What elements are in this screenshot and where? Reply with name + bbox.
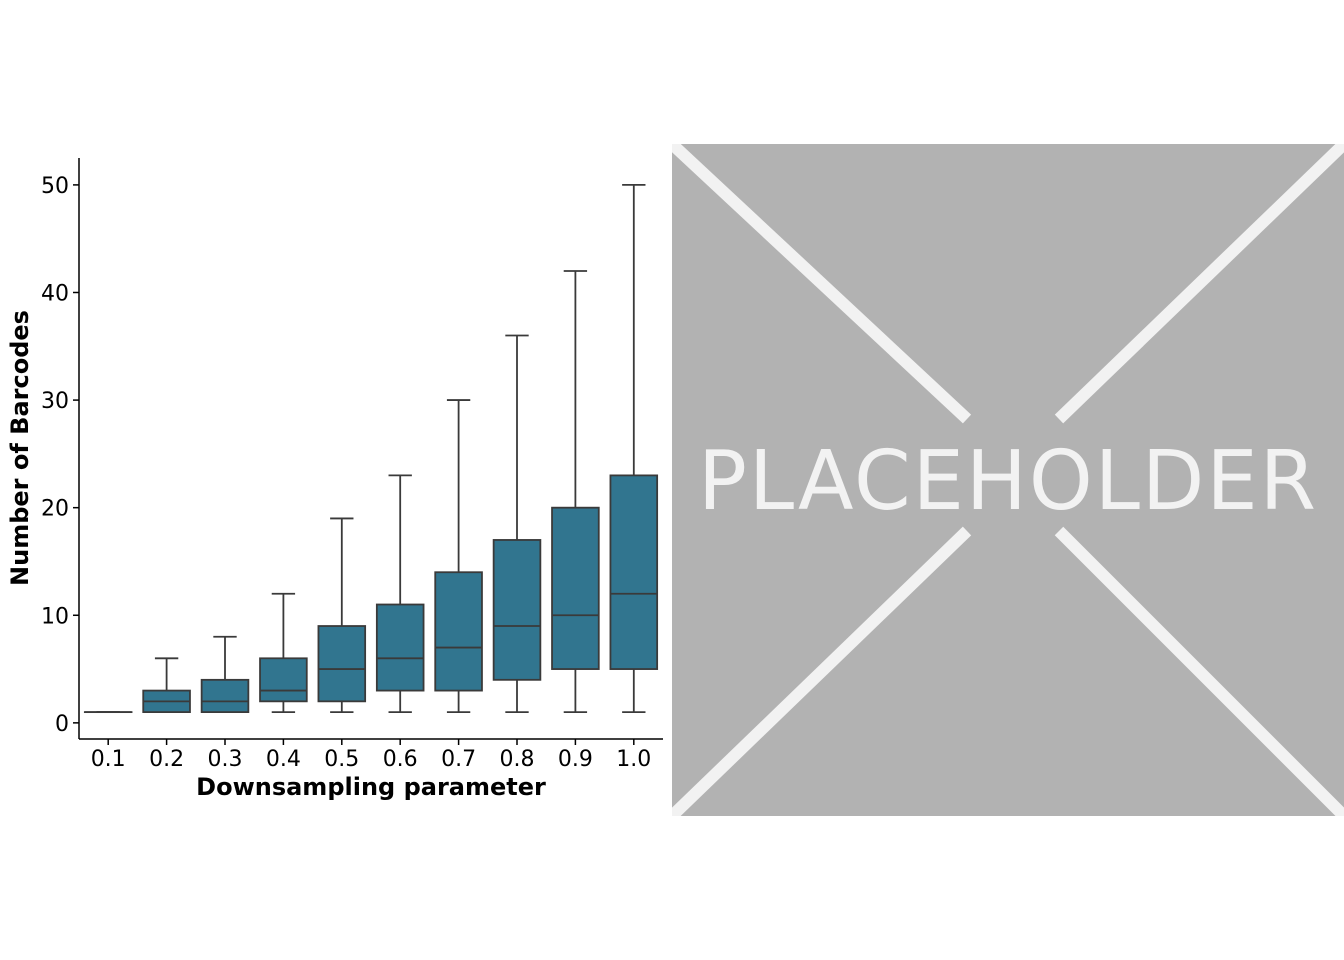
box-body	[434, 571, 483, 692]
placeholder-cross-line	[672, 526, 972, 816]
x-tick-label: 0.6	[383, 747, 418, 772]
y-tick-label: 10	[41, 604, 69, 629]
box-body	[551, 506, 600, 670]
box-group	[551, 270, 600, 714]
y-tick-label: 20	[41, 497, 69, 522]
x-tick-label: 0.2	[149, 747, 184, 772]
placeholder-graphic: PLACEHOLDER	[672, 144, 1344, 816]
box-group	[609, 183, 659, 714]
x-axis-title: Downsampling parameter	[196, 773, 546, 801]
placeholder-label: PLACEHOLDER	[698, 434, 1318, 529]
box-group	[200, 635, 250, 714]
y-axis-title: Number of Barcodes	[6, 310, 34, 586]
y-axis-ticks: 0 10 20 30 40 50	[41, 174, 79, 737]
box-group	[375, 474, 425, 714]
y-tick-label: 30	[41, 389, 69, 414]
box-group	[142, 657, 191, 714]
x-tick-label: 0.5	[324, 747, 359, 772]
box-group	[492, 334, 542, 714]
box-group	[259, 592, 308, 714]
x-tick-label: 0.7	[441, 747, 476, 772]
placeholder-cross-line	[1054, 526, 1344, 816]
x-axis-ticks: 0.1 0.2 0.3 0.4 0.5 0.6 0.7 0.8 0.9 1.0	[91, 739, 651, 772]
x-tick-label: 0.8	[500, 747, 535, 772]
box-plot-chart: 0 10 20 30 40 50 0.1 0.2 0.3 0.4 0.5 0.6 0.7 0.8 0.9 1…	[6, 158, 663, 801]
box-body	[200, 678, 250, 714]
plot-area	[83, 183, 659, 714]
box-group	[317, 517, 367, 714]
box-body	[609, 474, 659, 670]
y-tick-label: 0	[55, 712, 69, 737]
y-tick-label: 40	[41, 281, 69, 306]
box-group	[434, 399, 483, 714]
placeholder-cross-line	[672, 144, 972, 424]
x-tick-label: 0.9	[558, 747, 593, 772]
placeholder-cross-line	[1054, 144, 1344, 424]
x-tick-label: 0.3	[208, 747, 243, 772]
box-body	[492, 539, 542, 681]
y-tick-label: 50	[41, 174, 69, 199]
x-tick-label: 0.1	[91, 747, 126, 772]
box-body	[317, 625, 367, 703]
placeholder-image: PLACEHOLDER	[672, 144, 1344, 816]
box-body	[259, 657, 308, 703]
x-tick-label: 0.4	[266, 747, 301, 772]
x-tick-label: 1.0	[616, 747, 651, 772]
box-body	[375, 603, 425, 692]
